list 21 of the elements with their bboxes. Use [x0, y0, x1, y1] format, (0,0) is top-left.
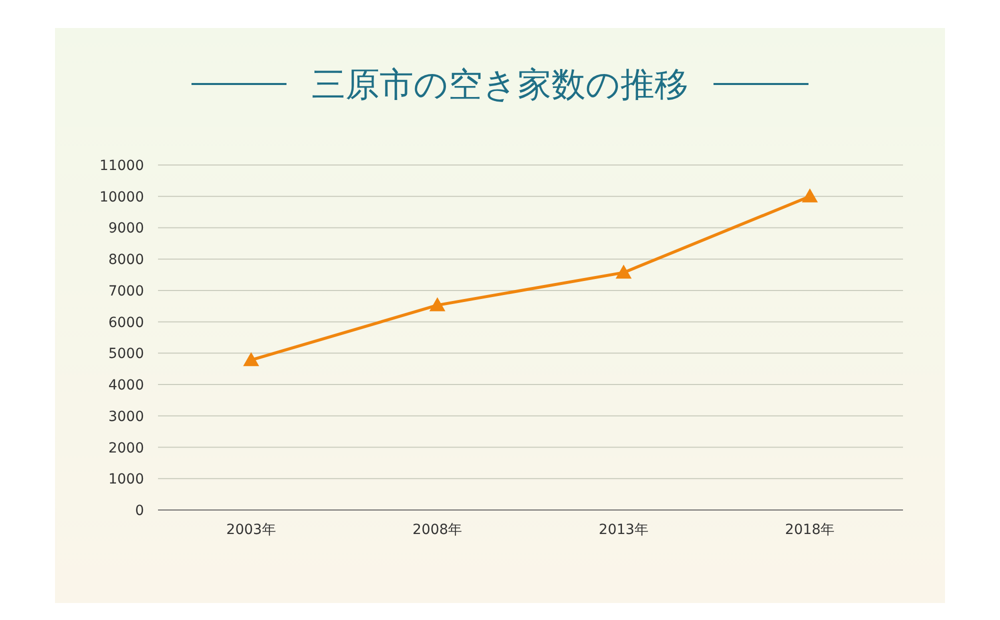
x-tick-label: 2008年 — [412, 522, 462, 538]
y-tick-label: 4000 — [108, 378, 144, 394]
y-tick-label: 8000 — [108, 252, 144, 268]
y-tick-label: 11000 — [99, 158, 144, 174]
point — [802, 188, 818, 202]
y-tick-label: 6000 — [108, 314, 144, 331]
point — [243, 352, 260, 366]
x-tick-label: 2018年 — [785, 522, 835, 538]
y-tick-label: 5000 — [108, 346, 144, 362]
y-tick-label: 1000 — [108, 472, 144, 488]
y-tick-label: 3000 — [108, 408, 144, 425]
y-tick-label: 0 — [135, 503, 144, 519]
y-tick-label: 10000 — [99, 189, 144, 206]
x-tick-label: 2003年 — [226, 522, 276, 538]
y-tick-label: 7000 — [108, 283, 144, 300]
y-tick-label: 2000 — [108, 440, 144, 456]
point — [429, 297, 446, 312]
x-tick-label: 2013年 — [598, 522, 648, 538]
point — [616, 264, 632, 279]
y-tick-label: 9000 — [108, 220, 144, 237]
chart-title: 三原市の空き家数の推移 — [312, 65, 688, 105]
